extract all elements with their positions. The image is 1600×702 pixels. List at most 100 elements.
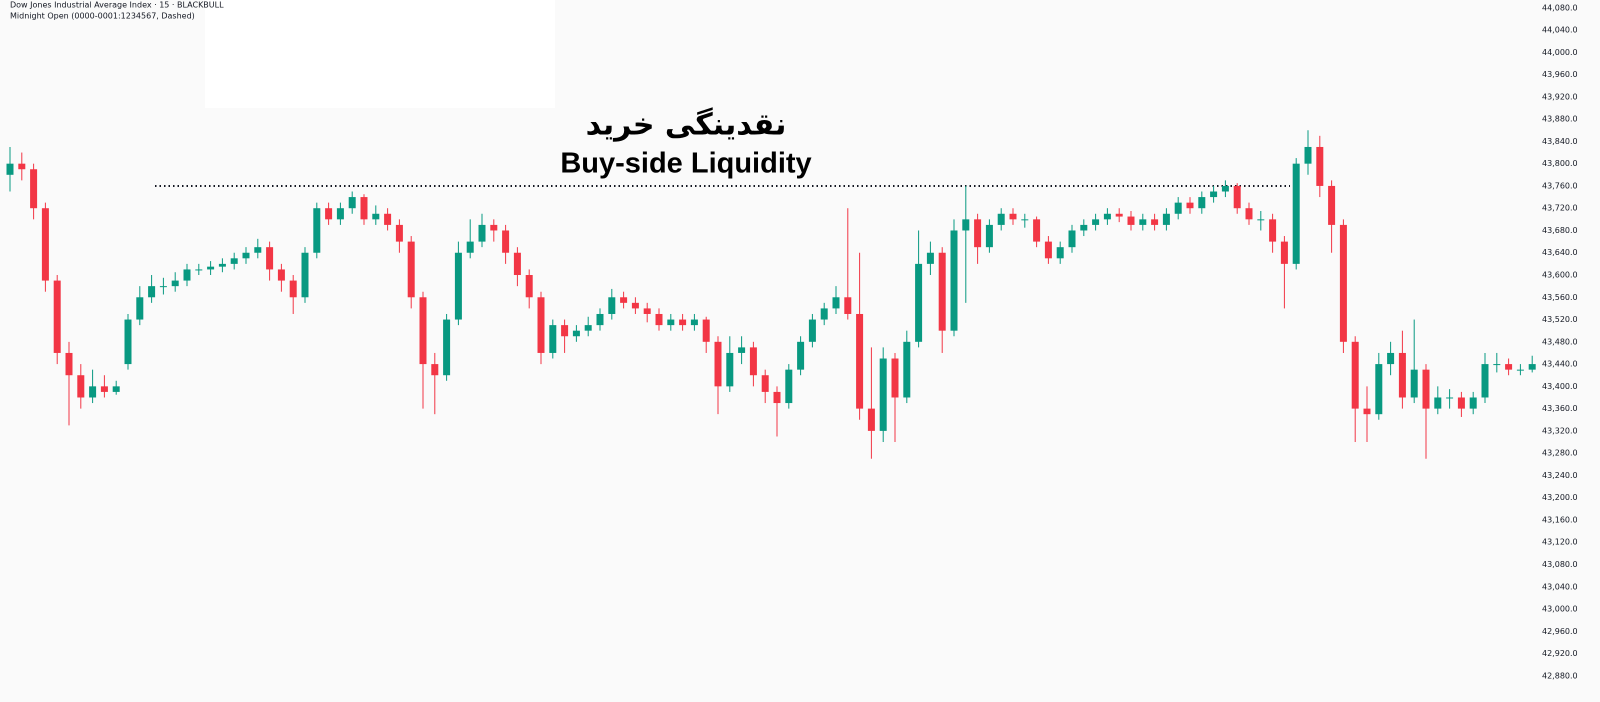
candle-body [679, 319, 687, 326]
candle-body [1257, 219, 1265, 221]
candle-body [537, 297, 545, 353]
overlay-box [205, 0, 555, 108]
candle-body [1068, 230, 1076, 248]
candle-body [53, 280, 61, 353]
candle-body [136, 297, 144, 320]
candle-body [726, 352, 734, 387]
candle-body [502, 230, 510, 253]
candle-body [985, 224, 993, 248]
candle-body [348, 197, 356, 209]
y-tick-label: 43,520.0 [1542, 315, 1578, 324]
annotation-fa: نقدینگی خرید [586, 107, 787, 143]
candle-body [1174, 202, 1182, 214]
candle-body [1033, 219, 1041, 242]
candle-body [1328, 185, 1336, 225]
candle-body [1469, 397, 1477, 409]
candle-body [667, 319, 675, 326]
candle-body [1528, 364, 1536, 370]
candle-body [89, 386, 97, 398]
chart-title: Dow Jones Industrial Average Index · 15 … [10, 1, 224, 10]
candle-body [1422, 369, 1430, 409]
y-tick-label: 44,040.0 [1542, 26, 1578, 35]
y-tick-label: 43,080.0 [1542, 560, 1578, 569]
y-tick-label: 43,840.0 [1542, 137, 1578, 146]
candle-body [891, 358, 899, 398]
candle-body [938, 252, 946, 331]
y-tick-label: 43,880.0 [1542, 115, 1578, 124]
candle-body [1351, 341, 1359, 409]
y-tick-label: 43,680.0 [1542, 226, 1578, 235]
candle-body [301, 252, 309, 298]
candle-body [1410, 369, 1418, 398]
candle-body [124, 319, 132, 365]
candle-body [1198, 197, 1206, 209]
candle-body [100, 386, 108, 392]
y-tick-label: 43,400.0 [1542, 382, 1578, 391]
candle-body [1127, 216, 1135, 225]
candle-body [608, 297, 616, 314]
candle-body [773, 391, 781, 404]
candle-body [1245, 208, 1253, 220]
candle-body [974, 219, 982, 248]
y-tick-label: 43,240.0 [1542, 471, 1578, 480]
candle-body [1457, 397, 1465, 409]
candle-body [195, 269, 203, 271]
candle-body [690, 319, 698, 326]
candle-body [1363, 408, 1371, 415]
candle-body [360, 197, 368, 220]
candle-body [797, 341, 805, 370]
candle-body [1162, 213, 1170, 225]
candle-body [148, 286, 156, 298]
y-tick-label: 43,800.0 [1542, 159, 1578, 168]
candle-body [785, 369, 793, 404]
candle-body [407, 241, 415, 298]
candle-body [1304, 146, 1312, 164]
candle-body [277, 269, 285, 281]
y-tick-label: 43,920.0 [1542, 92, 1578, 101]
candle-body [1339, 224, 1347, 342]
candle-body [1387, 352, 1395, 365]
candle-body [1292, 163, 1300, 264]
y-tick-label: 42,960.0 [1542, 627, 1578, 636]
candle-body [419, 297, 427, 365]
candle-body [1210, 191, 1218, 198]
candle-body [1516, 369, 1524, 371]
indicator-label: Midnight Open (0000-0001:1234567, Dashed… [10, 12, 195, 21]
candle-body [867, 408, 875, 431]
candle-body [254, 247, 262, 253]
candle-body [230, 258, 238, 264]
candle-body [997, 213, 1005, 225]
candle-body [1021, 219, 1029, 221]
candle-body [1446, 397, 1454, 399]
candle-body [832, 297, 840, 309]
candle-body [1481, 364, 1489, 398]
candle-body [6, 163, 14, 175]
y-tick-label: 42,880.0 [1542, 671, 1578, 680]
y-tick-label: 43,600.0 [1542, 271, 1578, 280]
candle-body [1280, 241, 1288, 264]
candle-body [1375, 364, 1383, 415]
candle-body [1434, 397, 1442, 409]
y-tick-label: 42,920.0 [1542, 649, 1578, 658]
y-tick-label: 43,960.0 [1542, 70, 1578, 79]
candle-body [395, 224, 403, 242]
candle-body [655, 313, 663, 326]
candle-body [620, 297, 628, 303]
candle-body [18, 163, 26, 170]
annotation-en: Buy-side Liquidity [560, 148, 811, 180]
candle-body [584, 325, 592, 331]
candle-body [856, 313, 864, 409]
y-tick-label: 43,200.0 [1542, 493, 1578, 502]
candle-body [289, 280, 297, 298]
candle-body [926, 252, 934, 264]
candle-body [218, 263, 226, 267]
candle-body [443, 319, 451, 376]
candle-body [466, 241, 474, 253]
candle-body [525, 275, 533, 298]
candle-body [962, 219, 970, 231]
candle-body [1269, 219, 1277, 242]
candle-body [1493, 364, 1501, 366]
y-tick-label: 43,360.0 [1542, 404, 1578, 413]
candle-body [1316, 146, 1324, 186]
